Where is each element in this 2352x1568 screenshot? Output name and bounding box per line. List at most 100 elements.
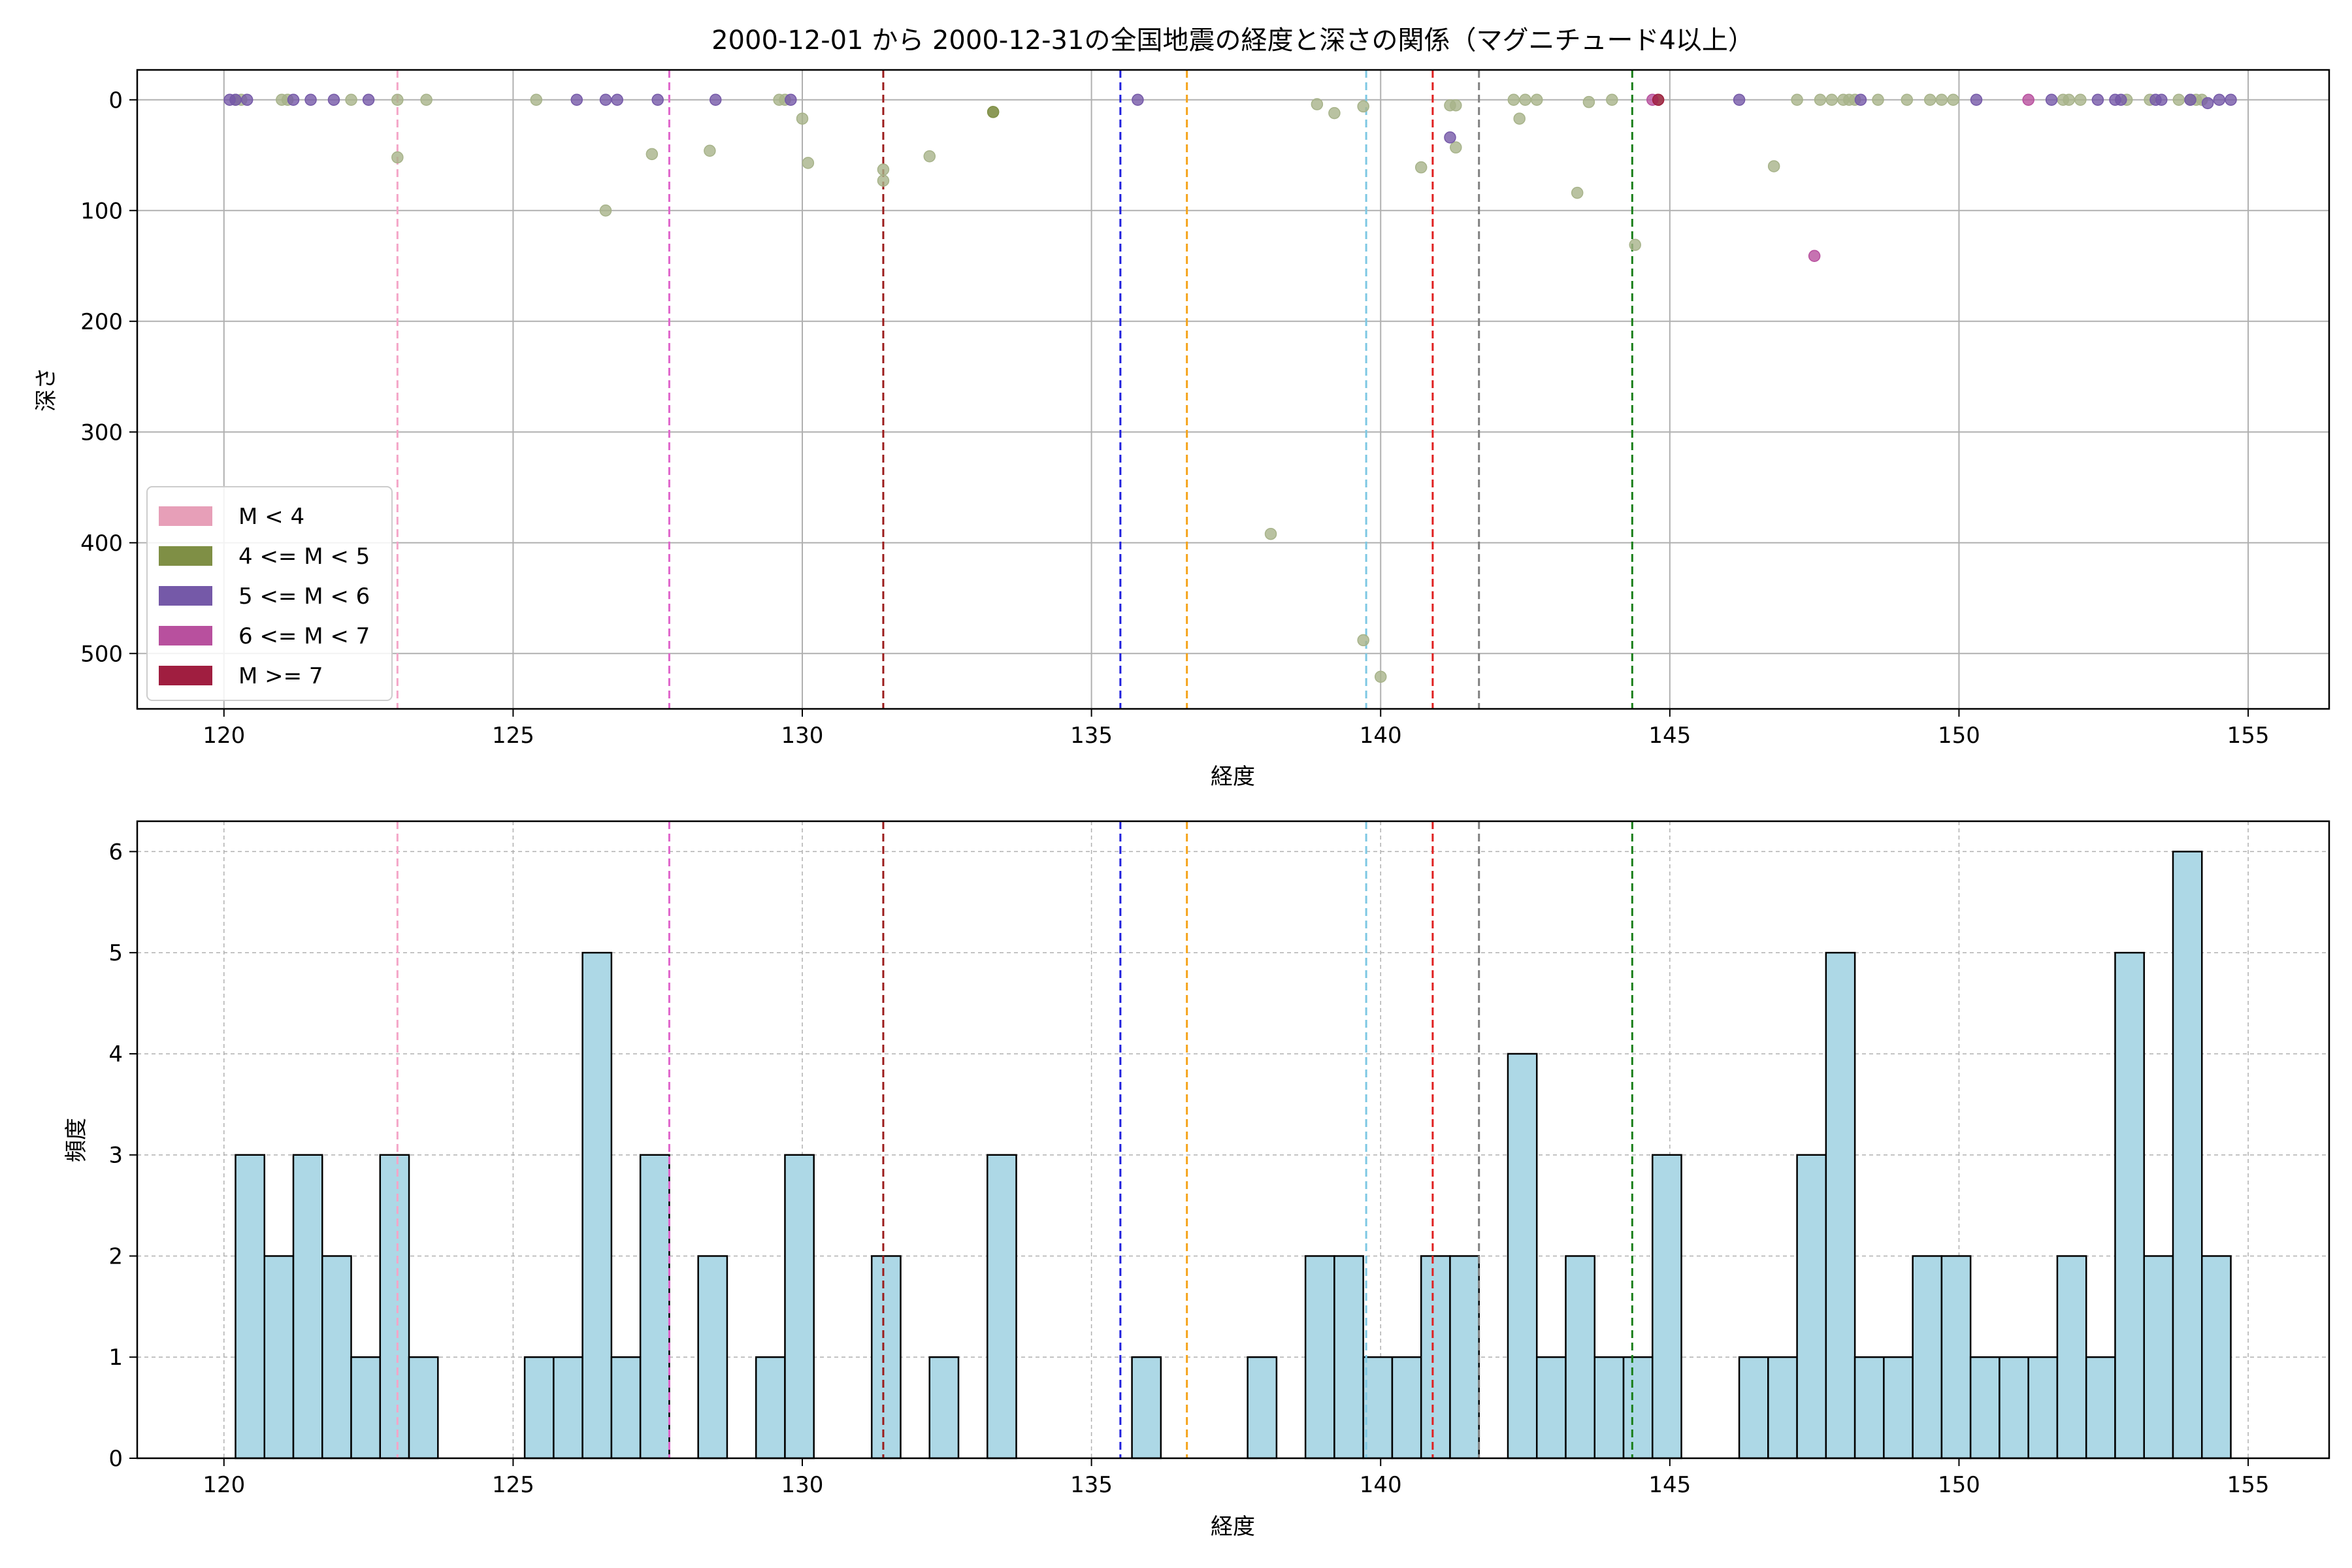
scatter-point[interactable] [229, 93, 242, 106]
histogram-bar[interactable] [1854, 1356, 1885, 1460]
scatter-point[interactable] [704, 144, 716, 157]
histogram-bar[interactable] [610, 1356, 642, 1460]
scatter-point[interactable] [1414, 161, 1428, 174]
scatter-point[interactable] [1814, 93, 1827, 106]
scatter-point[interactable] [923, 150, 936, 163]
scatter-point[interactable] [1357, 634, 1369, 647]
scatter-point[interactable] [1374, 670, 1387, 683]
scatter-point[interactable] [1970, 93, 1983, 106]
scatter-point[interactable] [1872, 93, 1884, 106]
scatter-point[interactable] [2155, 93, 2168, 106]
histogram-bar[interactable] [1131, 1356, 1162, 1460]
histogram-bar[interactable] [1247, 1356, 1278, 1460]
scatter-point[interactable] [2074, 93, 2087, 106]
histogram-bar[interactable] [553, 1356, 583, 1460]
scatter-point[interactable] [1328, 106, 1341, 120]
scatter-point[interactable] [2045, 93, 2058, 106]
scatter-point[interactable] [1507, 93, 1520, 106]
scatter-point[interactable] [1808, 250, 1821, 263]
scatter-point[interactable] [345, 93, 357, 106]
histogram-bar[interactable] [1825, 951, 1856, 1460]
scatter-point[interactable] [2184, 93, 2197, 106]
histogram-bar[interactable] [2201, 1255, 2232, 1460]
histogram-bar[interactable] [1652, 1154, 1682, 1460]
scatter-point[interactable] [1923, 93, 1936, 106]
scatter-point[interactable] [785, 93, 797, 106]
histogram-bar[interactable] [1912, 1255, 1943, 1460]
scatter-point[interactable] [1450, 99, 1462, 112]
scatter-point[interactable] [304, 93, 317, 106]
histogram-bar[interactable] [2056, 1255, 2087, 1460]
histogram-bar[interactable] [639, 1154, 670, 1460]
scatter-point[interactable] [391, 93, 404, 106]
histogram-bar[interactable] [581, 951, 613, 1460]
scatter-point[interactable] [2213, 93, 2226, 106]
histogram-bar[interactable] [235, 1154, 265, 1460]
histogram-bar[interactable] [2172, 851, 2203, 1460]
histogram-bar[interactable] [263, 1255, 295, 1460]
histogram-bar[interactable] [321, 1255, 352, 1460]
histogram-bar[interactable] [1969, 1356, 2001, 1460]
histogram-bar[interactable] [870, 1255, 902, 1460]
histogram-bar[interactable] [1362, 1356, 1394, 1460]
histogram-bar[interactable] [928, 1356, 960, 1460]
histogram-bar[interactable] [1767, 1356, 1798, 1460]
scatter-point[interactable] [1791, 93, 1803, 106]
scatter-point[interactable] [877, 163, 890, 176]
histogram-bar[interactable] [1449, 1255, 1480, 1460]
scatter-point[interactable] [2201, 97, 2214, 110]
histogram-bar[interactable] [1883, 1356, 1914, 1460]
histogram-bar[interactable] [379, 1154, 410, 1460]
scatter-point[interactable] [1264, 527, 1277, 540]
histogram-bar[interactable] [523, 1356, 555, 1460]
histogram-bar[interactable] [2143, 1255, 2174, 1460]
scatter-point[interactable] [1733, 93, 1746, 106]
scatter-point[interactable] [877, 174, 890, 187]
histogram-bar[interactable] [2085, 1356, 2116, 1460]
scatter-point[interactable] [1357, 100, 1369, 113]
scatter-point[interactable] [645, 148, 659, 161]
histogram-bar[interactable] [1999, 1356, 2029, 1460]
scatter-point[interactable] [530, 93, 543, 106]
scatter-point[interactable] [1132, 93, 1144, 106]
scatter-point[interactable] [1947, 93, 1959, 106]
scatter-point[interactable] [1571, 186, 1584, 199]
scatter-point[interactable] [2115, 93, 2127, 106]
histogram-bar[interactable] [2114, 951, 2145, 1460]
histogram-bar[interactable] [1333, 1255, 1364, 1460]
scatter-point[interactable] [1901, 93, 1914, 106]
scatter-point[interactable] [391, 151, 404, 164]
scatter-point[interactable] [796, 112, 809, 125]
scatter-point[interactable] [1444, 131, 1456, 144]
histogram-bar[interactable] [1535, 1356, 1567, 1460]
histogram-bar[interactable] [1420, 1255, 1451, 1460]
histogram-bar[interactable] [1304, 1255, 1335, 1460]
scatter-point[interactable] [327, 93, 340, 106]
scatter-point[interactable] [2063, 93, 2075, 106]
histogram-bar[interactable] [1622, 1356, 1654, 1460]
scatter-point[interactable] [2172, 93, 2185, 106]
scatter-point[interactable] [1513, 112, 1526, 125]
legend[interactable]: M < 4 4 <= M < 5 5 <= M < 6 6 <= M < 7 M >= … [146, 486, 393, 701]
histogram-bar[interactable] [1940, 1255, 1972, 1460]
scatter-point[interactable] [1582, 95, 1595, 108]
scatter-point[interactable] [1450, 141, 1462, 154]
scatter-point[interactable] [1530, 93, 1543, 106]
histogram-bar[interactable] [1738, 1356, 1769, 1460]
scatter-point[interactable] [2091, 93, 2104, 106]
scatter-point[interactable] [651, 93, 664, 106]
scatter-point[interactable] [1606, 93, 1618, 106]
histogram-bar[interactable] [408, 1356, 439, 1460]
histogram-bar[interactable] [2027, 1356, 2059, 1460]
scatter-point[interactable] [1652, 93, 1665, 106]
scatter-point[interactable] [599, 93, 612, 106]
scatter-point[interactable] [1825, 93, 1838, 106]
scatter-point[interactable] [2022, 93, 2034, 106]
scatter-point[interactable] [2225, 93, 2237, 106]
scatter-point[interactable] [1311, 98, 1324, 110]
histogram-bar[interactable] [1593, 1356, 1625, 1460]
histogram-bar[interactable] [1565, 1255, 1596, 1460]
histogram-bar[interactable] [292, 1154, 323, 1460]
scatter-point[interactable] [802, 157, 815, 169]
scatter-point[interactable] [1629, 238, 1641, 252]
